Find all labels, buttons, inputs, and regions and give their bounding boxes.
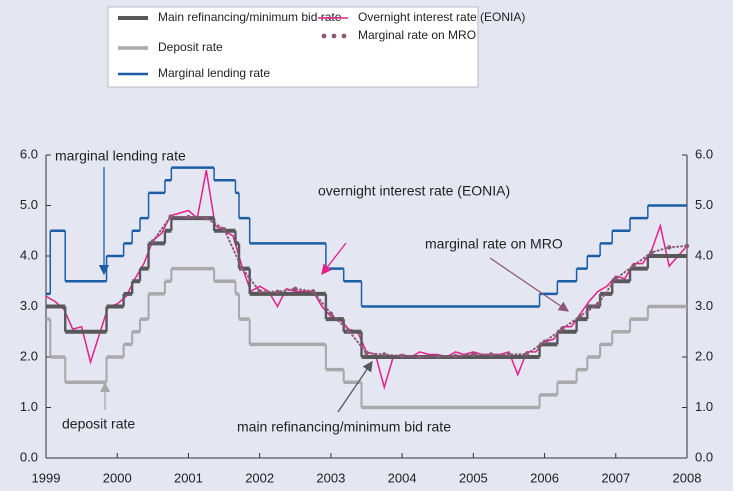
- y2-tick-label: 2.0: [695, 348, 713, 363]
- dot: [685, 244, 689, 248]
- y-tick-label: 1.0: [20, 399, 38, 414]
- dot: [240, 266, 244, 270]
- dot: [151, 239, 155, 243]
- dot: [489, 352, 493, 356]
- y-tick-label: 3.0: [20, 298, 38, 313]
- dot: [186, 215, 190, 219]
- x-tick-label: 2007: [601, 470, 630, 485]
- x-tick-label: 2004: [388, 470, 417, 485]
- dot: [275, 290, 279, 294]
- y2-tick-label: 3.0: [695, 298, 713, 313]
- dot: [560, 327, 564, 331]
- y2-tick-label: 4.0: [695, 247, 713, 262]
- x-tick-label: 2006: [530, 470, 559, 485]
- x-tick-label: 2000: [103, 470, 132, 485]
- legend-label: Marginal rate on MRO: [358, 28, 476, 42]
- dot: [471, 352, 475, 356]
- dot: [453, 354, 457, 358]
- legend-label: Deposit rate: [158, 40, 223, 54]
- dot: [507, 352, 511, 356]
- dot: [542, 340, 546, 344]
- legend-label: Marginal lending rate: [158, 66, 270, 80]
- dot: [346, 329, 350, 333]
- dot: [631, 263, 635, 267]
- x-tick-label: 2003: [316, 470, 345, 485]
- y-tick-label: 0.0: [20, 449, 38, 464]
- y2-tick-label: 5.0: [695, 197, 713, 212]
- x-tick-label: 2002: [245, 470, 274, 485]
- annotation: deposit rate: [62, 416, 135, 432]
- legend-swatch: [322, 34, 327, 39]
- y-tick-label: 4.0: [20, 247, 38, 262]
- dot: [436, 354, 440, 358]
- dot: [596, 302, 600, 306]
- dot: [525, 352, 529, 356]
- dot: [257, 289, 261, 293]
- y-tick-label: 2.0: [20, 348, 38, 363]
- x-tick-label: 2001: [174, 470, 203, 485]
- y-tick-label: 5.0: [20, 197, 38, 212]
- dot: [364, 351, 368, 355]
- legend-swatch: [332, 34, 337, 39]
- annotation: marginal lending rate: [55, 148, 186, 164]
- dot: [667, 245, 671, 249]
- y2-tick-label: 0.0: [695, 449, 713, 464]
- dot: [329, 311, 333, 315]
- dot: [204, 216, 208, 220]
- y-tick-label: 6.0: [20, 146, 38, 161]
- dot: [578, 314, 582, 318]
- dot: [168, 214, 172, 218]
- y2-tick-label: 6.0: [695, 146, 713, 161]
- dot: [614, 277, 618, 281]
- legend-label: Overnight interest rate (EONIA): [358, 10, 525, 24]
- dot: [400, 354, 404, 358]
- annotation: overnight interest rate (EONIA): [318, 183, 510, 199]
- dot: [293, 287, 297, 291]
- annotation: main refinancing/minimum bid rate: [237, 419, 451, 435]
- dot: [382, 352, 386, 356]
- y2-tick-label: 1.0: [695, 399, 713, 414]
- legend-label: Main refinancing/minimum bid rate: [158, 10, 342, 24]
- x-tick-label: 1999: [32, 470, 61, 485]
- chart: 0.0 1.0 2.0 3.0 4.0 5.0 6.0 0.0 1.0 2.0 3.0 4.0 5.0 6…: [0, 0, 733, 491]
- dot: [311, 289, 315, 293]
- annotation: marginal rate on MRO: [425, 236, 563, 252]
- annotation-arrow: [490, 258, 568, 311]
- dot: [418, 355, 422, 359]
- legend-swatch: [342, 34, 347, 39]
- x-tick-label: 2005: [459, 470, 488, 485]
- x-tick-label: 2008: [673, 470, 702, 485]
- dot: [649, 250, 653, 254]
- dot: [222, 227, 226, 231]
